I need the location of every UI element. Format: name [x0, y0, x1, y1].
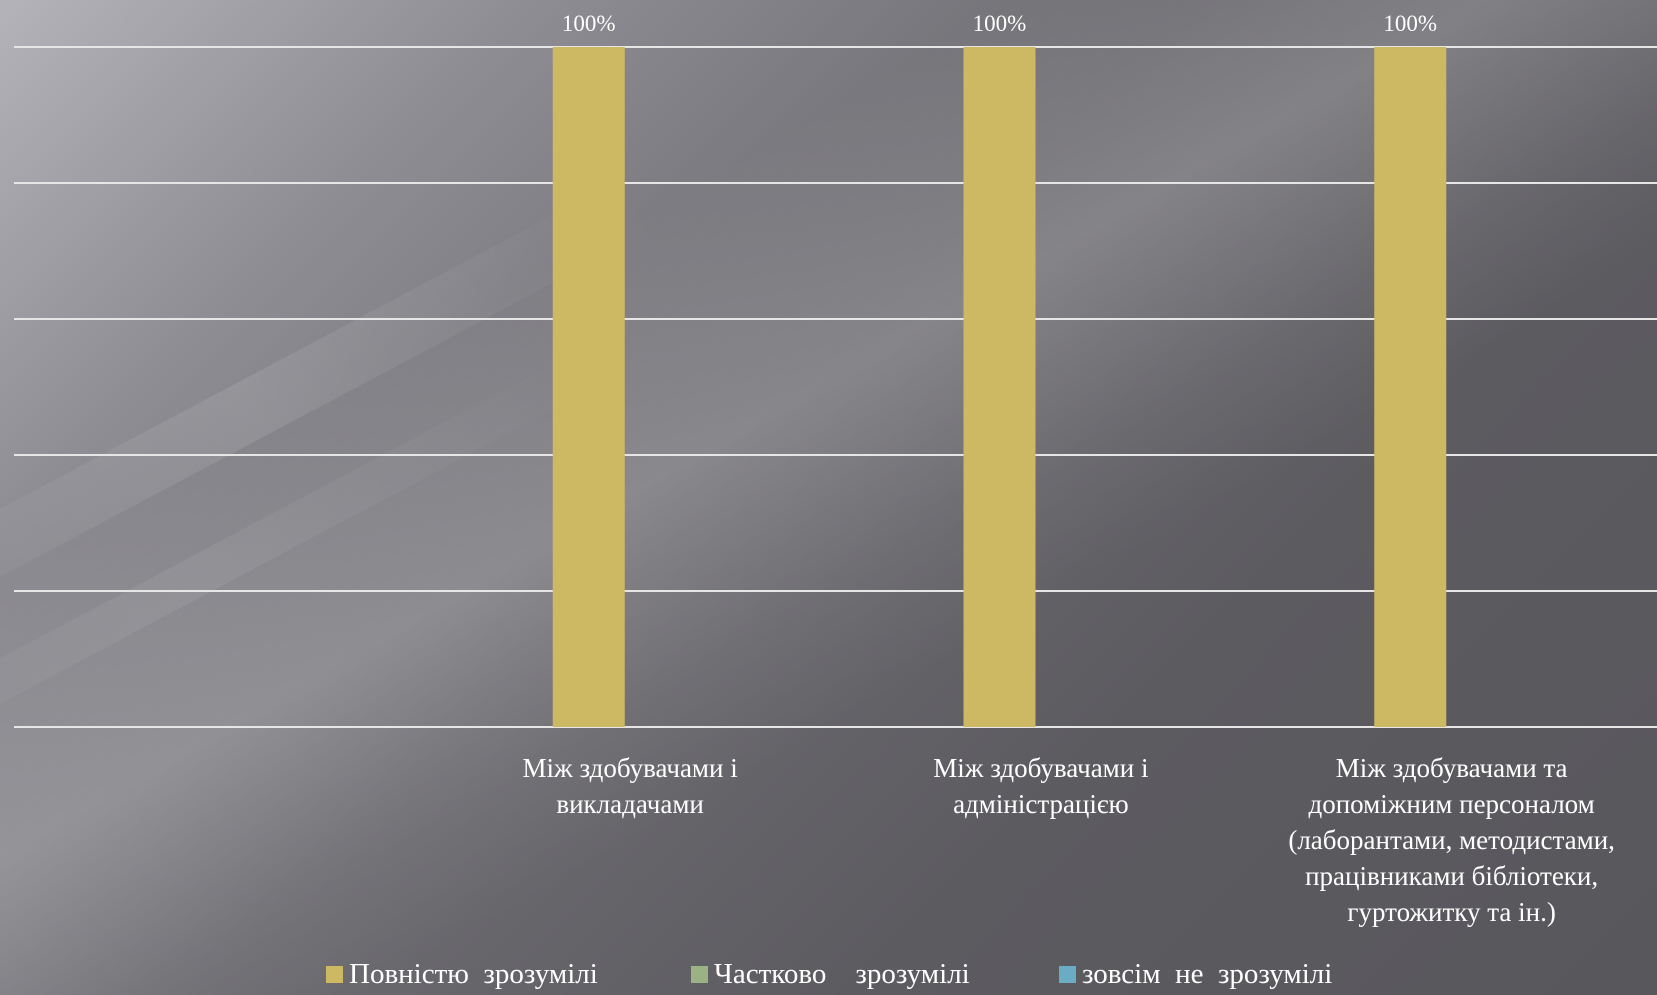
data-label: 100%: [973, 11, 1027, 36]
legend-item: Повністю зрозумілі: [326, 957, 598, 991]
bar: [1374, 47, 1447, 727]
category-label: Між здобувачами та допоміжним персоналом…: [1288, 753, 1615, 927]
legend-swatch: [326, 965, 343, 983]
legend-swatch: [1059, 965, 1076, 983]
legend-item: зовсім не зрозумілі: [1059, 957, 1332, 991]
bar: [963, 47, 1036, 727]
legend-item: Частково зрозумілі: [691, 957, 970, 991]
category-label: Між здобувачами і адміністрацією: [933, 753, 1149, 819]
legend-label: Повністю зрозумілі: [349, 958, 598, 990]
category-label: Між здобувачами і викладачами: [522, 753, 738, 819]
data-label: 100%: [562, 11, 616, 36]
legend-swatch: [691, 965, 708, 983]
bar-chart: 100% 100% 100%: [14, 11, 1657, 728]
legend-label: Частково зрозумілі: [714, 958, 970, 990]
bar: [552, 47, 625, 727]
chart-legend: Повністю зрозумілі Частково зрозумілі зо…: [0, 957, 1657, 991]
data-label: 100%: [1383, 11, 1437, 36]
legend-label: зовсім не зрозумілі: [1082, 958, 1333, 990]
